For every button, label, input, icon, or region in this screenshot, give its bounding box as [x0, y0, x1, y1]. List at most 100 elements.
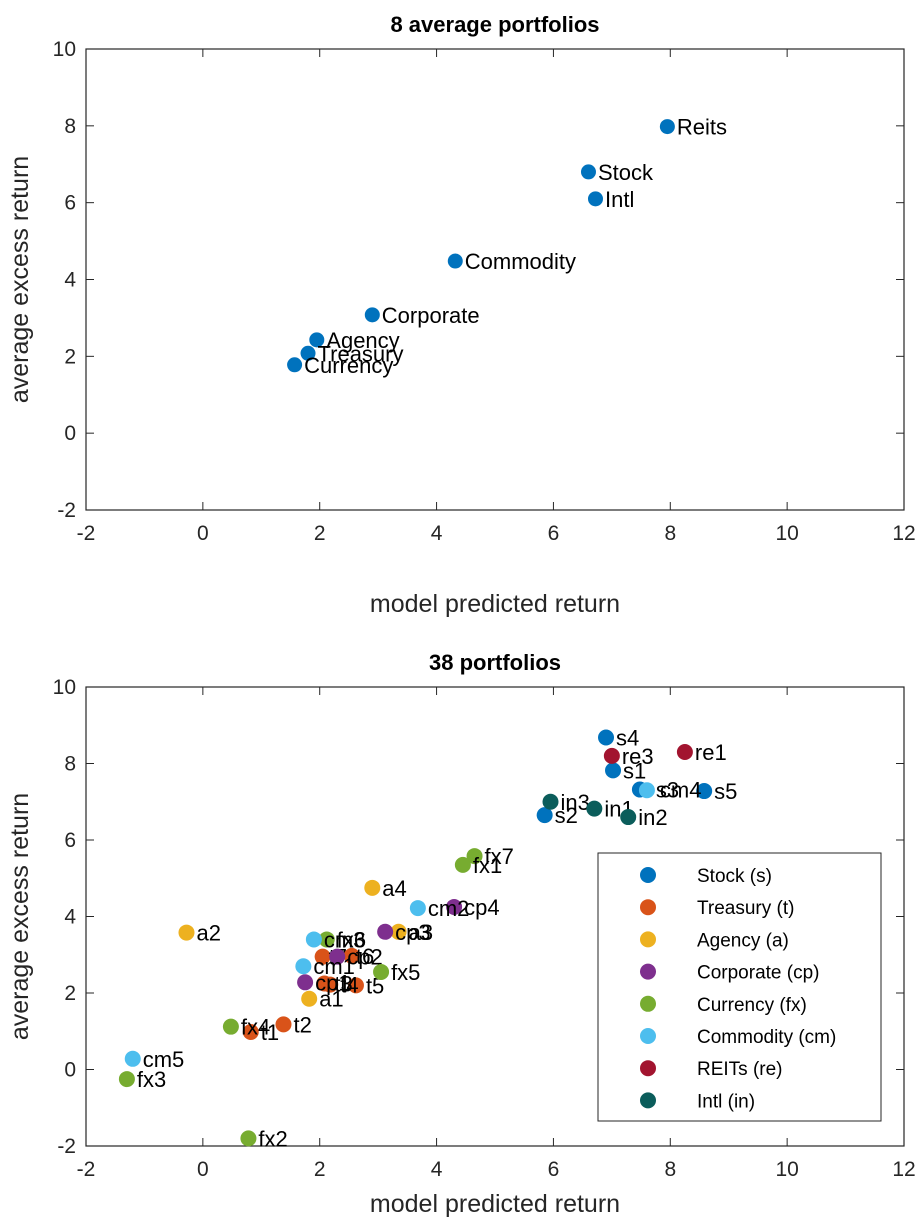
legend-marker	[640, 931, 656, 948]
data-point	[454, 856, 471, 873]
y-tick-label: 4	[64, 906, 76, 929]
data-point-label: t6	[356, 944, 374, 969]
data-point-label: re1	[695, 740, 727, 765]
data-point-label: t1	[261, 1020, 279, 1045]
data-point-label: cm4	[660, 777, 702, 802]
data-point-label: t2	[293, 1012, 311, 1037]
legend-entry: REITs (re)	[697, 1059, 783, 1080]
data-point	[347, 977, 364, 994]
x-tick-label: 6	[548, 1158, 560, 1181]
data-point-label: s2	[555, 803, 578, 828]
data-point-label: cm2	[428, 896, 470, 921]
legend-entry: Treasury (t)	[697, 898, 794, 919]
data-point	[222, 1018, 239, 1035]
series-1: s4 s1 s3 s5 s2	[536, 725, 737, 828]
y-tick-label: 0	[64, 422, 76, 445]
data-point	[447, 253, 463, 269]
legend-marker	[640, 963, 656, 980]
data-point-label: cp3	[395, 920, 430, 945]
data-point	[587, 191, 603, 207]
data-point	[466, 848, 483, 865]
data-point-label: a3	[409, 920, 433, 945]
x-tick-label: 12	[892, 1158, 915, 1181]
data-point-label: cp4	[464, 895, 499, 920]
x-axis-label: model predicted return	[370, 590, 620, 618]
data-point-label: fx4	[241, 1015, 270, 1040]
x-tick-label: 2	[314, 1158, 326, 1181]
data-point-label: s4	[616, 725, 639, 750]
data-point	[373, 963, 390, 980]
series-7: re1 re3	[603, 740, 727, 769]
x-tick-label: 6	[548, 522, 560, 545]
x-tick-label: -2	[77, 1158, 96, 1181]
series-3: a4 a2 a3 a1	[178, 876, 433, 1012]
chart-panel-1: -2 0 2 4 6 8 10 12 -2 0 2 4 6 8 10 8 average portfolios…	[6, 12, 916, 618]
data-point	[295, 958, 312, 975]
data-point	[390, 923, 407, 940]
data-point	[314, 948, 331, 965]
legend-marker	[640, 1092, 656, 1109]
legend-marker	[640, 1028, 656, 1044]
data-point	[118, 1071, 135, 1088]
y-tick-label: -2	[57, 499, 76, 522]
data-point	[240, 1130, 257, 1147]
y-tick-label: 6	[64, 192, 76, 215]
data-point-label: s3	[656, 778, 679, 803]
x-tick-label: 0	[197, 1158, 209, 1181]
series-8: in3 in1 in2	[542, 790, 668, 830]
y-tick-label: 6	[64, 829, 76, 852]
x-tick-label: 12	[892, 522, 915, 545]
data-point-label: Stock	[598, 160, 654, 185]
y-tick-label: 0	[64, 1059, 76, 1082]
data-point	[676, 744, 693, 761]
legend-entry: Commodity (cm)	[697, 1027, 836, 1048]
data-point-label: Reits	[677, 115, 727, 140]
data-point	[696, 783, 713, 800]
legend-entry: Currency (fx)	[697, 995, 807, 1016]
data-point-label: cm1	[313, 954, 355, 979]
legend-box	[597, 852, 882, 1122]
x-tick-label: 0	[197, 522, 209, 545]
data-point-label: cp1	[315, 970, 350, 995]
data-point	[377, 923, 394, 940]
data-point-label: Corporate	[382, 303, 480, 328]
data-point	[542, 793, 559, 810]
y-tick-label: -2	[57, 1135, 76, 1158]
y-tick-label: 2	[64, 345, 76, 368]
chart-title: 38 portfolios	[429, 650, 561, 675]
data-point-label: a4	[382, 876, 406, 901]
data-point	[536, 807, 553, 824]
x-tick-label: 4	[431, 1158, 443, 1181]
series-2: t7t6t5t4t3t2t1	[242, 944, 384, 1045]
legend-marker	[640, 867, 656, 883]
data-point	[316, 975, 333, 992]
data-point	[620, 809, 637, 826]
data-point-label: Agency	[326, 328, 399, 353]
data-point	[301, 990, 318, 1007]
data-point-label: Currency	[304, 353, 393, 378]
data-point	[343, 947, 360, 964]
data-point	[242, 1024, 259, 1041]
x-tick-label: 4	[431, 522, 443, 545]
data-point	[300, 345, 316, 361]
x-tick-label: 10	[775, 522, 798, 545]
legend-marker	[640, 899, 656, 916]
data-point	[297, 974, 314, 991]
data-point	[178, 924, 195, 941]
x-tick-label: -2	[77, 522, 96, 545]
data-point-label: t4	[340, 973, 358, 998]
legend-entry: Agency (a)	[697, 930, 789, 951]
data-point	[409, 900, 426, 917]
data-point	[329, 948, 346, 965]
x-axis-label: model predicted return	[370, 1190, 620, 1218]
data-point-label: fx7	[485, 844, 514, 869]
data-point-label: fx2	[258, 1126, 287, 1151]
data-point	[124, 1050, 141, 1067]
data-point-label: fx5	[391, 960, 420, 985]
data-point-label: a2	[196, 921, 220, 946]
data-point-label: s5	[714, 779, 737, 804]
